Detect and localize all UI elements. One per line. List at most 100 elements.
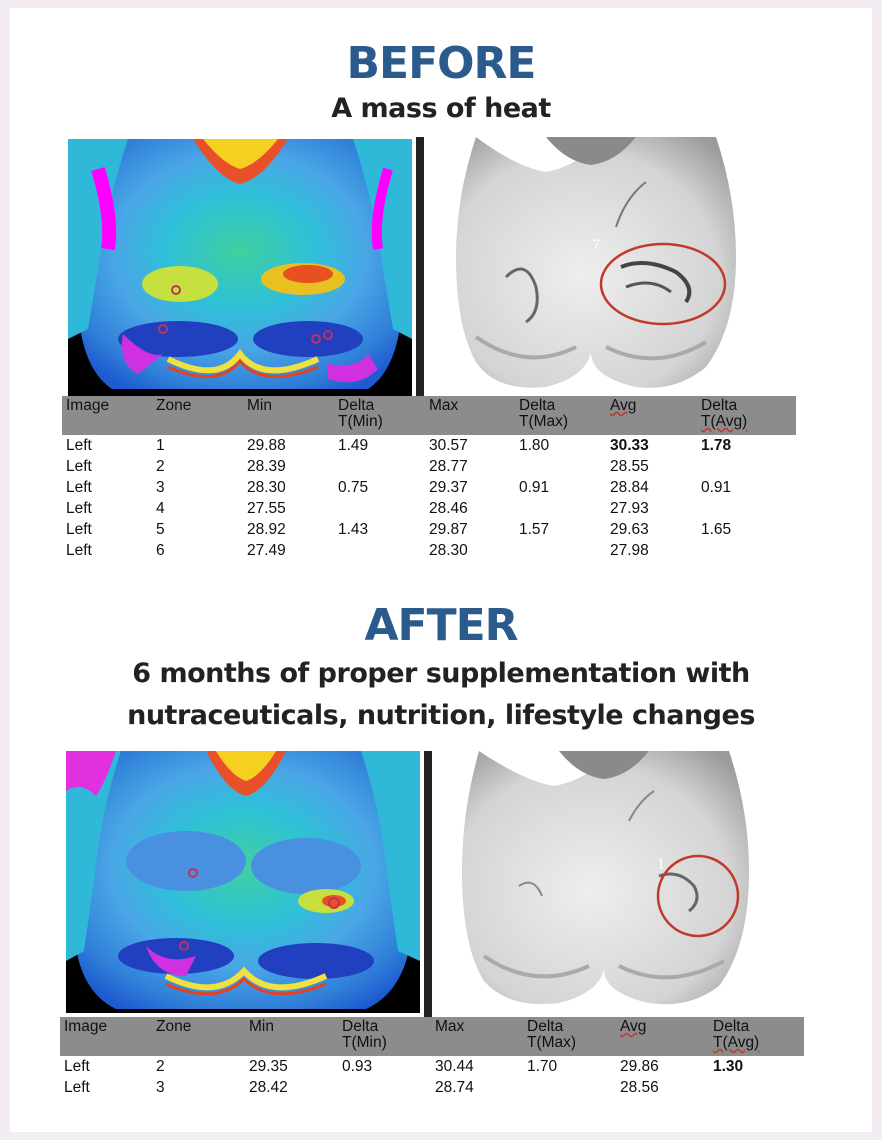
header-zone: Zone	[156, 397, 192, 414]
table-cell: 0.91	[701, 479, 732, 496]
table-cell: 2	[156, 458, 165, 475]
after-data-table: Image Zone Min Delta T(Min) Max Delta T(Ma…	[60, 1017, 804, 1098]
table-row: Left 2 28.39 28.77 28.55	[62, 456, 796, 477]
table-cell	[334, 456, 425, 477]
table-cell: 27.49	[247, 542, 286, 559]
table-row: Left 3 28.30 0.75 29.37 0.91 28.84 0.91	[62, 477, 796, 498]
table-cell: Left	[66, 458, 92, 475]
table-cell: 28.30	[429, 542, 468, 559]
table-cell	[709, 1077, 804, 1098]
before-title: BEFORE	[346, 38, 537, 89]
table-cell: Left	[64, 1079, 90, 1096]
after-subtitle-line2: nutraceuticals, nutrition, lifestyle cha…	[127, 700, 755, 731]
table-row: Left 6 27.49 28.30 27.98	[62, 540, 796, 561]
table-cell: 30.57	[429, 437, 468, 454]
after-title: AFTER	[364, 600, 518, 651]
header-zone: Zone	[156, 1018, 192, 1035]
table-cell	[338, 1077, 431, 1098]
table-cell: 28.46	[429, 500, 468, 517]
header-image: Image	[64, 1018, 108, 1035]
table-cell	[334, 498, 425, 519]
table-cell	[523, 1077, 616, 1098]
table-cell: 27.98	[610, 542, 649, 559]
table-cell: 1.70	[527, 1058, 558, 1075]
table-row: Left 2 29.35 0.93 30.44 1.70 29.86 1.30	[60, 1056, 804, 1077]
header-avg: Avg	[620, 1018, 647, 1035]
table-cell: 1.30	[713, 1058, 744, 1075]
table-cell: 6	[156, 542, 165, 559]
table-cell	[697, 540, 796, 561]
table-cell: Left	[64, 1058, 90, 1075]
table-cell: Left	[66, 542, 92, 559]
header-delta-min: Delta T(Min)	[338, 397, 383, 430]
table-row: Left 4 27.55 28.46 27.93	[62, 498, 796, 519]
header-delta-avg: Delta T(Avg)	[713, 1018, 760, 1051]
table-cell: 1	[156, 437, 165, 454]
header-delta-avg: Delta T(Avg)	[701, 397, 748, 430]
after-subtitle-line1: 6 months of proper supplementation with	[132, 658, 750, 689]
table-cell: 1.65	[701, 521, 732, 538]
header-max: Max	[435, 1018, 465, 1035]
table-row: Left 1 29.88 1.49 30.57 1.80 30.33 1.78	[62, 435, 796, 456]
table-cell	[515, 498, 606, 519]
before-zone-label: 7	[592, 237, 600, 254]
table-cell: 0.75	[338, 479, 369, 496]
table-cell: 28.56	[620, 1079, 659, 1096]
table-cell: 1.78	[701, 437, 732, 454]
table-cell: Left	[66, 500, 92, 517]
table-cell: 1.57	[519, 521, 550, 538]
table-cell: 1.80	[519, 437, 550, 454]
table-cell: 28.77	[429, 458, 468, 475]
table-cell: 29.37	[429, 479, 468, 496]
table-cell: 29.35	[249, 1058, 288, 1075]
table-cell	[334, 540, 425, 561]
after-thermal-image	[66, 751, 420, 1013]
table-cell: 29.86	[620, 1058, 659, 1075]
header-max: Max	[429, 397, 459, 414]
table-cell: 30.44	[435, 1058, 474, 1075]
header-image: Image	[66, 397, 110, 414]
page: BEFORE A mass of heat	[10, 8, 872, 1132]
table-cell: 1.43	[338, 521, 369, 538]
table-cell: 28.92	[247, 521, 286, 538]
after-grayscale-image: 1	[424, 751, 780, 1018]
table-cell: 5	[156, 521, 165, 538]
table-row: Left 3 28.42 28.74 28.56	[60, 1077, 804, 1098]
table-cell: Left	[66, 479, 92, 496]
header-delta-min: Delta T(Min)	[342, 1018, 387, 1051]
table-cell	[515, 456, 606, 477]
table-cell: 29.87	[429, 521, 468, 538]
table-cell: 27.93	[610, 500, 649, 517]
table-cell: 29.88	[247, 437, 286, 454]
table-cell	[515, 540, 606, 561]
header-min: Min	[247, 397, 272, 414]
table-cell: 28.30	[247, 479, 286, 496]
table-cell: 2	[156, 1058, 165, 1075]
before-thermal-image	[68, 139, 412, 399]
after-zone-label: 1	[657, 856, 665, 873]
table-cell: 3	[156, 1079, 165, 1096]
header-min: Min	[249, 1018, 274, 1035]
table-cell: 0.91	[519, 479, 550, 496]
table-cell: 28.74	[435, 1079, 474, 1096]
before-data-table: Image Zone Min Delta T(Min) Max Delta T(Ma…	[62, 396, 796, 561]
table-cell	[697, 498, 796, 519]
table-cell: 28.84	[610, 479, 649, 496]
table-cell: 1.49	[338, 437, 369, 454]
table-cell: 4	[156, 500, 165, 517]
header-delta-max: Delta T(Max)	[519, 397, 569, 430]
before-subtitle: A mass of heat	[331, 93, 551, 124]
table-cell: 3	[156, 479, 165, 496]
header-delta-max: Delta T(Max)	[527, 1018, 577, 1051]
table-cell: 28.39	[247, 458, 286, 475]
table-header-row: Image Zone Min Delta T(Min) Max Delta T(Ma…	[60, 1017, 804, 1056]
table-row: Left 5 28.92 1.43 29.87 1.57 29.63 1.65	[62, 519, 796, 540]
table-cell: Left	[66, 437, 92, 454]
table-cell: 29.63	[610, 521, 649, 538]
table-cell	[697, 456, 796, 477]
table-cell: Left	[66, 521, 92, 538]
before-grayscale-image: 7	[416, 137, 766, 401]
table-cell: 30.33	[610, 437, 649, 454]
table-cell: 28.42	[249, 1079, 288, 1096]
table-header-row: Image Zone Min Delta T(Min) Max Delta T(Ma…	[62, 396, 796, 435]
